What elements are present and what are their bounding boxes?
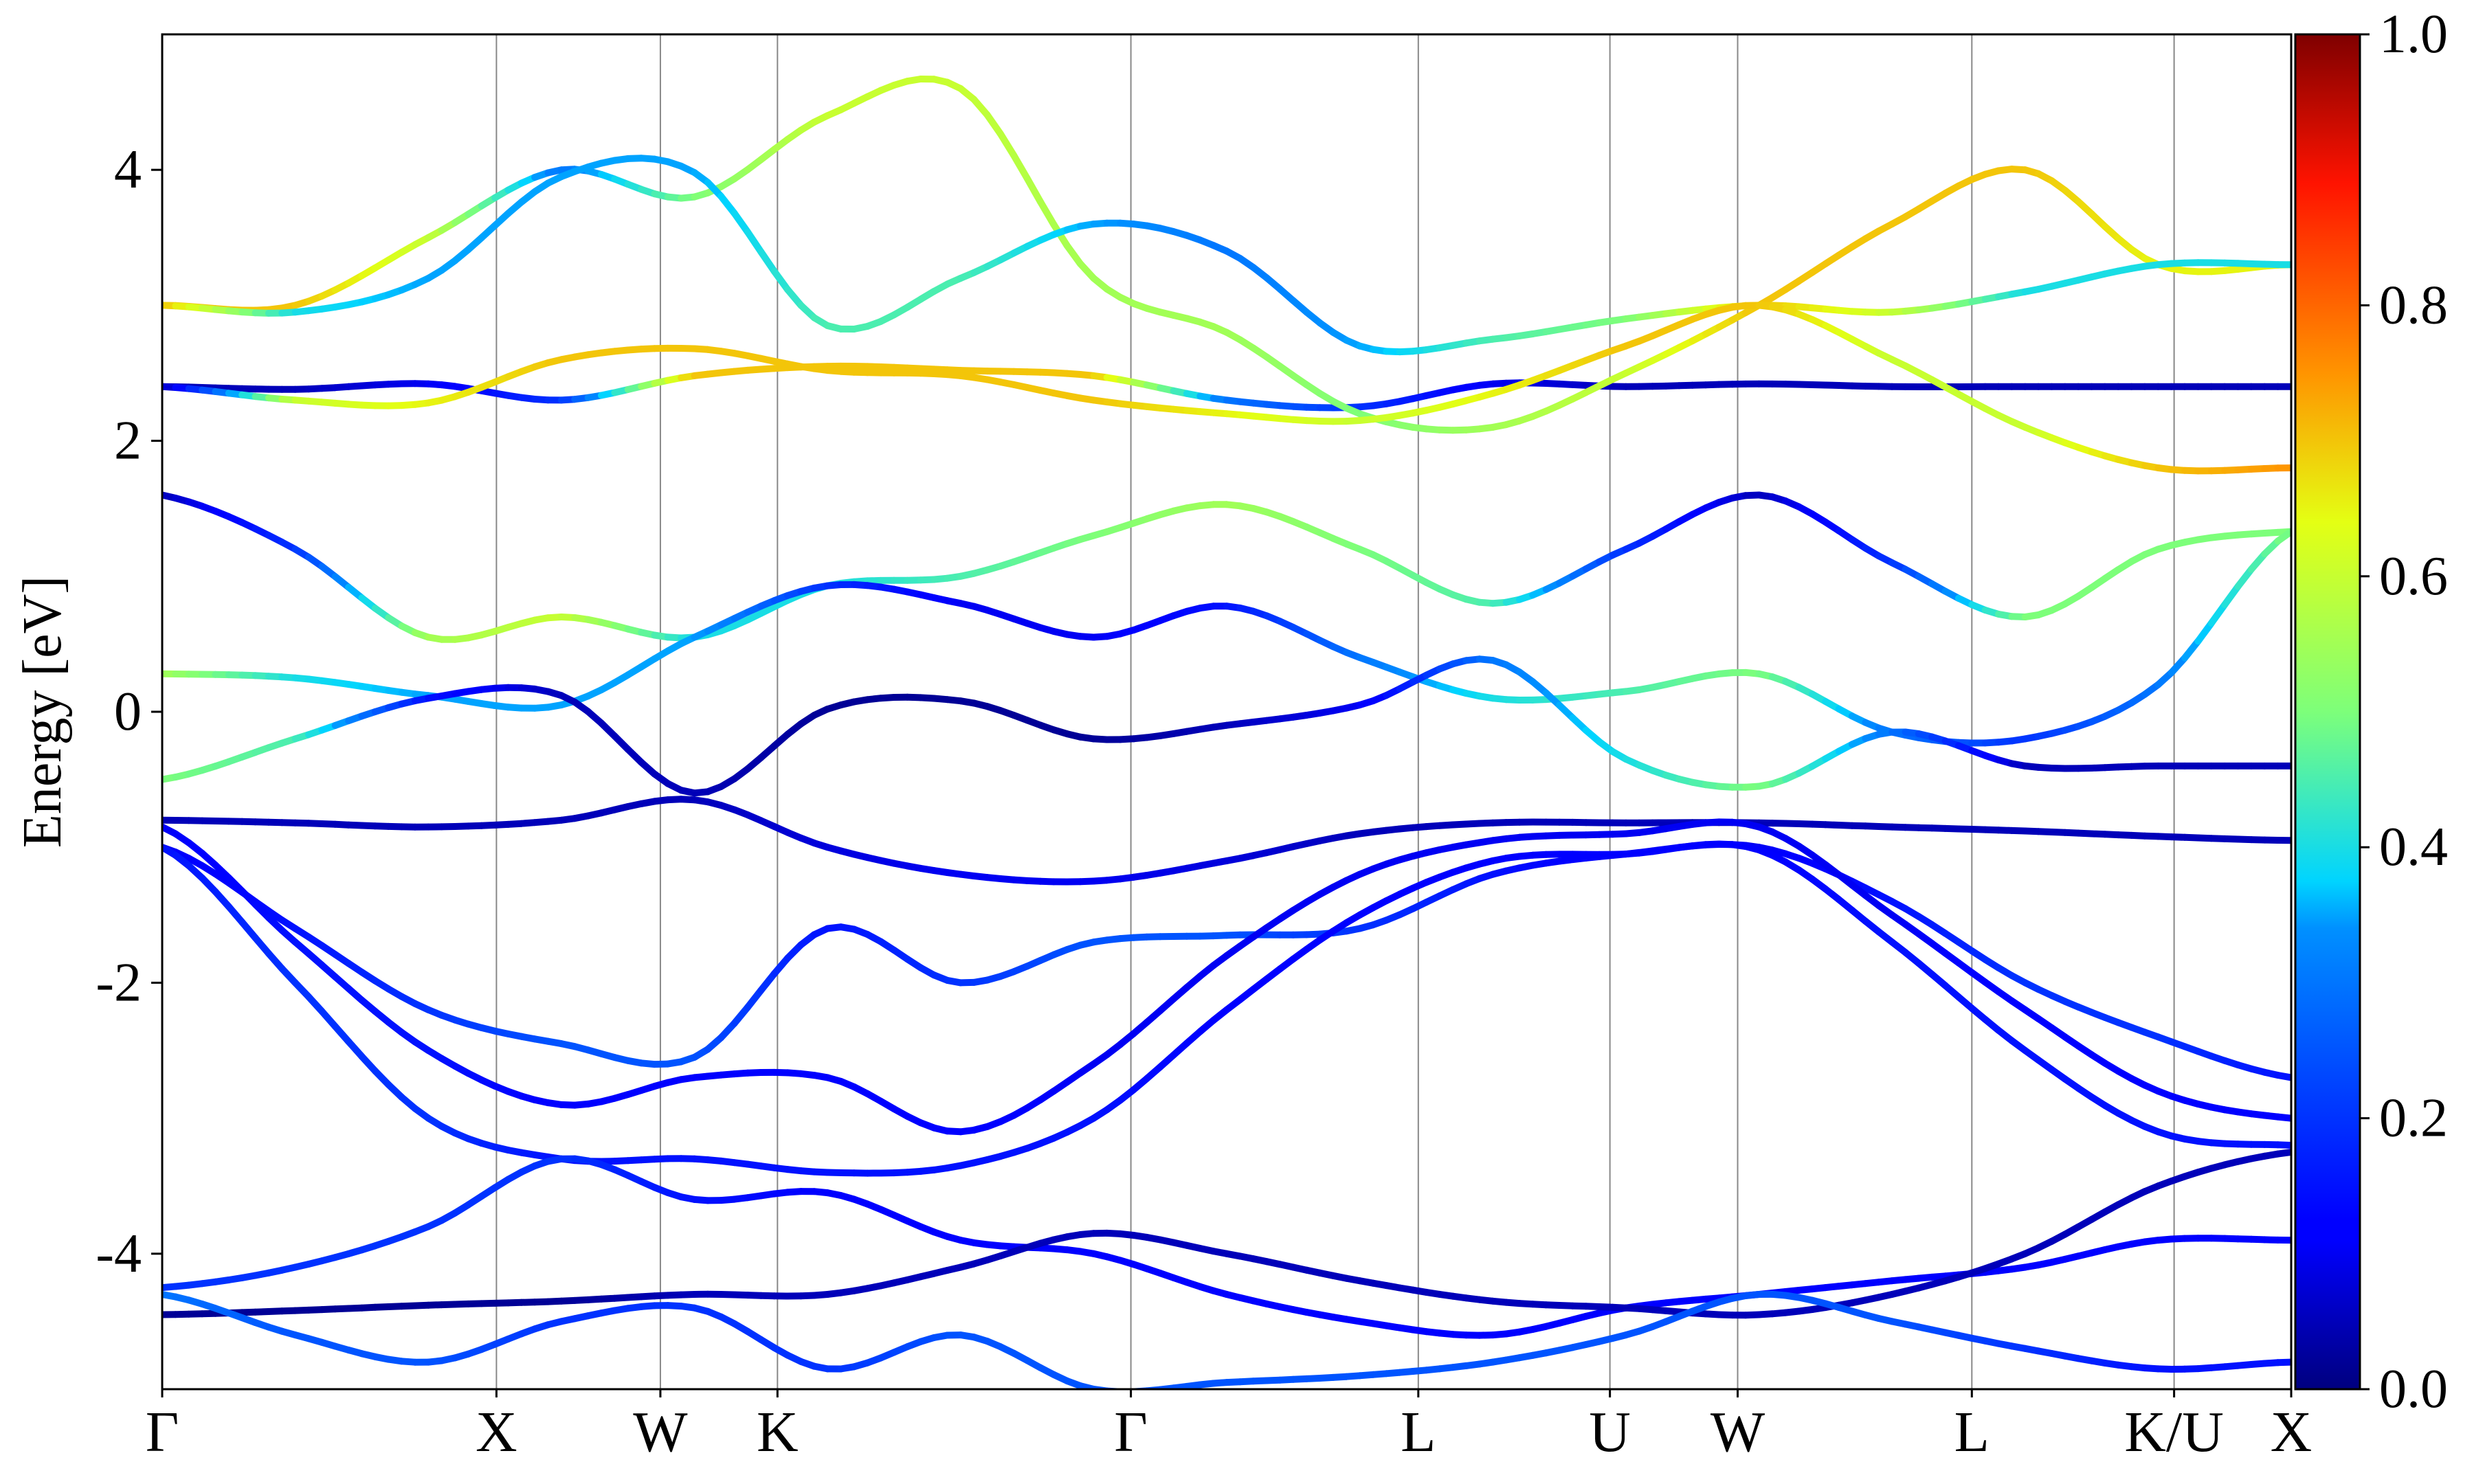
- band-segment: [2234, 565, 2255, 590]
- band-segment: [757, 970, 778, 994]
- y-tick-label: 2: [114, 411, 142, 471]
- x-tick-label: W: [1710, 1400, 1765, 1464]
- band-segment: [784, 286, 805, 309]
- band-segment: [770, 267, 791, 293]
- y-tick-label: 4: [114, 139, 142, 200]
- band-7: [162, 796, 2291, 886]
- band-3: [162, 302, 2291, 475]
- x-tick-label: L: [1401, 1400, 1436, 1464]
- band-13: [162, 1290, 2291, 1389]
- x-tick-label: K: [757, 1400, 799, 1464]
- band-segment: [2274, 1113, 2291, 1122]
- band-segment: [1023, 175, 1044, 205]
- band-2: [162, 155, 2291, 356]
- band-segment: [744, 228, 765, 256]
- band-segment: [2221, 583, 2242, 609]
- x-tick-label: U: [1589, 1400, 1631, 1464]
- band-segment: [2274, 1072, 2291, 1081]
- band-segment: [1036, 198, 1058, 228]
- y-axis-label: Energy [eV]: [12, 576, 73, 848]
- band-lines: [162, 76, 2291, 1389]
- colorbar: 0.0 0.2 0.4 0.6 0.8 1.0: [2294, 4, 2448, 1419]
- x-axis: Γ X W K Γ L U W L K/U X: [146, 1389, 2313, 1464]
- y-axis: 4 2 0 -2 -4: [96, 139, 162, 1284]
- band-segment: [2194, 620, 2215, 645]
- colorbar-tick-label: 1.0: [2379, 4, 2448, 65]
- band-11: [162, 1155, 2291, 1339]
- band-segment: [1063, 242, 1084, 267]
- colorbar-tick-label: 0.2: [2379, 1088, 2448, 1149]
- band-segment: [2207, 601, 2229, 627]
- band-segment: [996, 130, 1018, 159]
- x-tick-label: W: [633, 1400, 688, 1464]
- x-tick-label: X: [2271, 1400, 2313, 1464]
- band-segment: [1010, 152, 1031, 182]
- colorbar-tick-label: 0.6: [2379, 546, 2448, 607]
- colorbar-tick-label: 0.0: [2379, 1359, 2448, 1419]
- band-6: [162, 655, 2291, 797]
- band-segment: [2274, 1358, 2291, 1367]
- band-segment: [717, 192, 738, 217]
- x-tick-label: Γ: [146, 1400, 179, 1464]
- x-tick-label: K/U: [2124, 1400, 2224, 1464]
- colorbar-tick-label: 0.8: [2379, 275, 2448, 335]
- colorbar-tick-label: 0.4: [2379, 817, 2448, 877]
- band-10: [162, 840, 2291, 1177]
- band-4: [162, 491, 2291, 643]
- band-9: [162, 818, 2291, 1136]
- band-segment: [2274, 1148, 2291, 1158]
- high-symmetry-lines: [495, 34, 2175, 1389]
- band-segment: [983, 111, 1004, 137]
- band-segment: [744, 987, 765, 1011]
- band-segment: [2274, 528, 2291, 545]
- x-tick-label: L: [1954, 1400, 1990, 1464]
- band-segment: [731, 1004, 751, 1027]
- band-1: [162, 76, 2291, 434]
- y-tick-label: -2: [96, 952, 142, 1013]
- y-tick-label: 0: [114, 682, 142, 742]
- band-5: [162, 528, 2291, 747]
- y-tick-label: -4: [96, 1224, 142, 1284]
- x-tick-label: Γ: [1114, 1400, 1148, 1464]
- band-segment: [757, 248, 778, 275]
- colorbar-gradient: [2294, 33, 2361, 1391]
- x-tick-label: X: [476, 1400, 517, 1464]
- band-segment: [1104, 1387, 1123, 1389]
- band-segment: [731, 210, 751, 236]
- band-segment: [2181, 638, 2202, 662]
